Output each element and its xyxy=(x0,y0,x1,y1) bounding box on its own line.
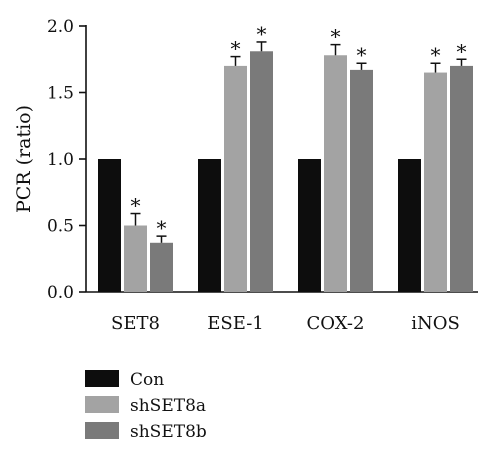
x-category-label: ESE-1 xyxy=(207,313,263,334)
legend-label: shSET8a xyxy=(130,396,206,416)
bar xyxy=(298,159,321,292)
significance-mark: * xyxy=(357,43,367,67)
y-tick-label: 0.5 xyxy=(47,217,74,237)
bar xyxy=(350,69,373,292)
bar xyxy=(450,65,473,293)
y-tick-label: 2.0 xyxy=(47,17,74,37)
bar xyxy=(324,55,347,293)
bar xyxy=(224,65,247,293)
significance-mark: * xyxy=(257,22,267,46)
bar xyxy=(98,159,121,292)
legend-swatch xyxy=(85,370,119,387)
significance-mark: * xyxy=(331,25,341,49)
bar xyxy=(124,225,147,292)
significance-mark: * xyxy=(431,43,441,67)
y-tick-label: 1.5 xyxy=(47,84,74,104)
y-axis-title: PCR (ratio) xyxy=(13,105,35,213)
bar xyxy=(424,72,447,292)
legend-swatch xyxy=(85,422,119,439)
significance-mark: * xyxy=(231,37,241,61)
legend-swatch xyxy=(85,396,119,413)
y-tick-label: 1.0 xyxy=(47,150,74,170)
y-tick-label: 0.0 xyxy=(47,283,74,303)
bar xyxy=(150,242,173,292)
bar xyxy=(198,159,221,292)
legend-label: shSET8b xyxy=(130,422,207,442)
x-category-label: iNOS xyxy=(411,313,460,334)
significance-mark: * xyxy=(457,39,467,63)
significance-mark: * xyxy=(157,216,167,240)
bar xyxy=(398,159,421,292)
bar xyxy=(250,51,273,292)
significance-mark: * xyxy=(131,194,141,218)
x-category-label: COX-2 xyxy=(307,313,365,334)
legend-label: Con xyxy=(130,370,164,390)
x-category-label: SET8 xyxy=(111,313,160,334)
